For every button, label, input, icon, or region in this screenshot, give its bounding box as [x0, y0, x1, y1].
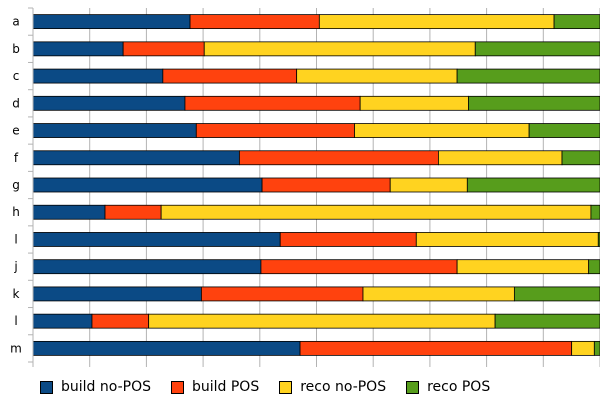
y-tick-label-1: b [12, 42, 20, 56]
bar-b-2 [203, 41, 476, 57]
bar-l-0 [32, 313, 93, 329]
y-tick-label-3: d [12, 96, 20, 110]
legend: build no-POS build POS reco no-POS reco POS [40, 376, 600, 398]
legend-item-3: reco POS [406, 379, 490, 395]
legend-swatch-1 [170, 380, 184, 394]
bar-l-0 [32, 232, 281, 247]
bar-layer [32, 14, 600, 356]
bar-c-2 [296, 68, 458, 84]
bar-d-0 [32, 95, 186, 111]
bar-m-3 [593, 340, 600, 356]
bar-f-0 [32, 150, 240, 166]
bar-g-0 [32, 177, 263, 193]
bar-k-1 [200, 286, 364, 302]
bar-a-1 [189, 14, 320, 30]
bar-g-2 [389, 177, 468, 193]
bar-h-1 [104, 204, 162, 220]
bar-b-1 [122, 41, 205, 57]
bar-b-0 [32, 41, 124, 57]
bar-e-1 [195, 123, 355, 138]
y-tick-label-12: m [10, 341, 22, 355]
bar-l-2 [415, 232, 599, 247]
bar-b-3 [474, 41, 600, 57]
legend-item-0: build no-POS [40, 379, 151, 395]
bar-g-3 [466, 177, 600, 193]
legend-swatch-2 [279, 380, 293, 394]
legend-item-2: reco no-POS [279, 379, 386, 395]
y-tick-label-8: l [14, 232, 17, 246]
legend-swatch-0 [40, 380, 53, 394]
bar-h-2 [160, 204, 592, 220]
bar-j-0 [32, 259, 262, 275]
legend-label-0: build no-POS [61, 379, 151, 395]
bar-l-3 [597, 232, 600, 247]
bar-e-3 [528, 123, 600, 138]
bar-l-1 [91, 313, 150, 329]
bar-c-3 [456, 68, 600, 84]
y-tick-label-4: e [12, 124, 19, 138]
y-tick-label-10: k [13, 287, 20, 301]
legend-label-2: reco no-POS [300, 379, 387, 395]
bar-l-3 [494, 313, 600, 329]
bar-l-1 [279, 232, 417, 247]
bar-m-1 [299, 340, 573, 356]
legend-label-1: build POS [191, 379, 260, 395]
bar-d-3 [468, 95, 600, 111]
y-tick-label-9: j [13, 260, 17, 274]
y-tick-label-7: h [12, 205, 20, 219]
bar-m-0 [32, 340, 301, 356]
bar-k-3 [513, 286, 600, 302]
bar-e-0 [32, 123, 197, 138]
bar-h-3 [590, 204, 600, 220]
bar-j-1 [260, 259, 458, 275]
bar-k-2 [362, 286, 515, 302]
bar-d-2 [359, 95, 469, 111]
bar-c-0 [32, 68, 164, 84]
y-tick-label-0: a [12, 15, 19, 29]
bar-e-2 [354, 123, 530, 138]
bar-d-1 [184, 95, 361, 111]
bar-f-1 [238, 150, 439, 166]
bar-a-0 [32, 14, 191, 30]
bar-k-0 [32, 286, 202, 302]
bar-l-2 [148, 313, 496, 329]
y-tick-label-11: l [14, 314, 17, 328]
bar-j-3 [588, 259, 600, 275]
bar-h-0 [32, 204, 106, 220]
bar-g-1 [261, 177, 391, 193]
legend-swatch-3 [406, 380, 420, 394]
bar-f-2 [438, 150, 563, 166]
bar-a-3 [553, 14, 600, 30]
y-tick-label-6: g [12, 178, 20, 192]
legend-label-3: reco POS [427, 379, 491, 395]
legend-item-1: build POS [170, 379, 260, 395]
bar-c-1 [162, 68, 298, 84]
y-tick-label-2: c [13, 69, 20, 83]
bar-m-2 [571, 340, 595, 356]
y-tick-label-5: f [14, 151, 19, 165]
bar-j-2 [456, 259, 590, 275]
bar-f-3 [561, 150, 600, 166]
bar-a-2 [318, 14, 555, 30]
